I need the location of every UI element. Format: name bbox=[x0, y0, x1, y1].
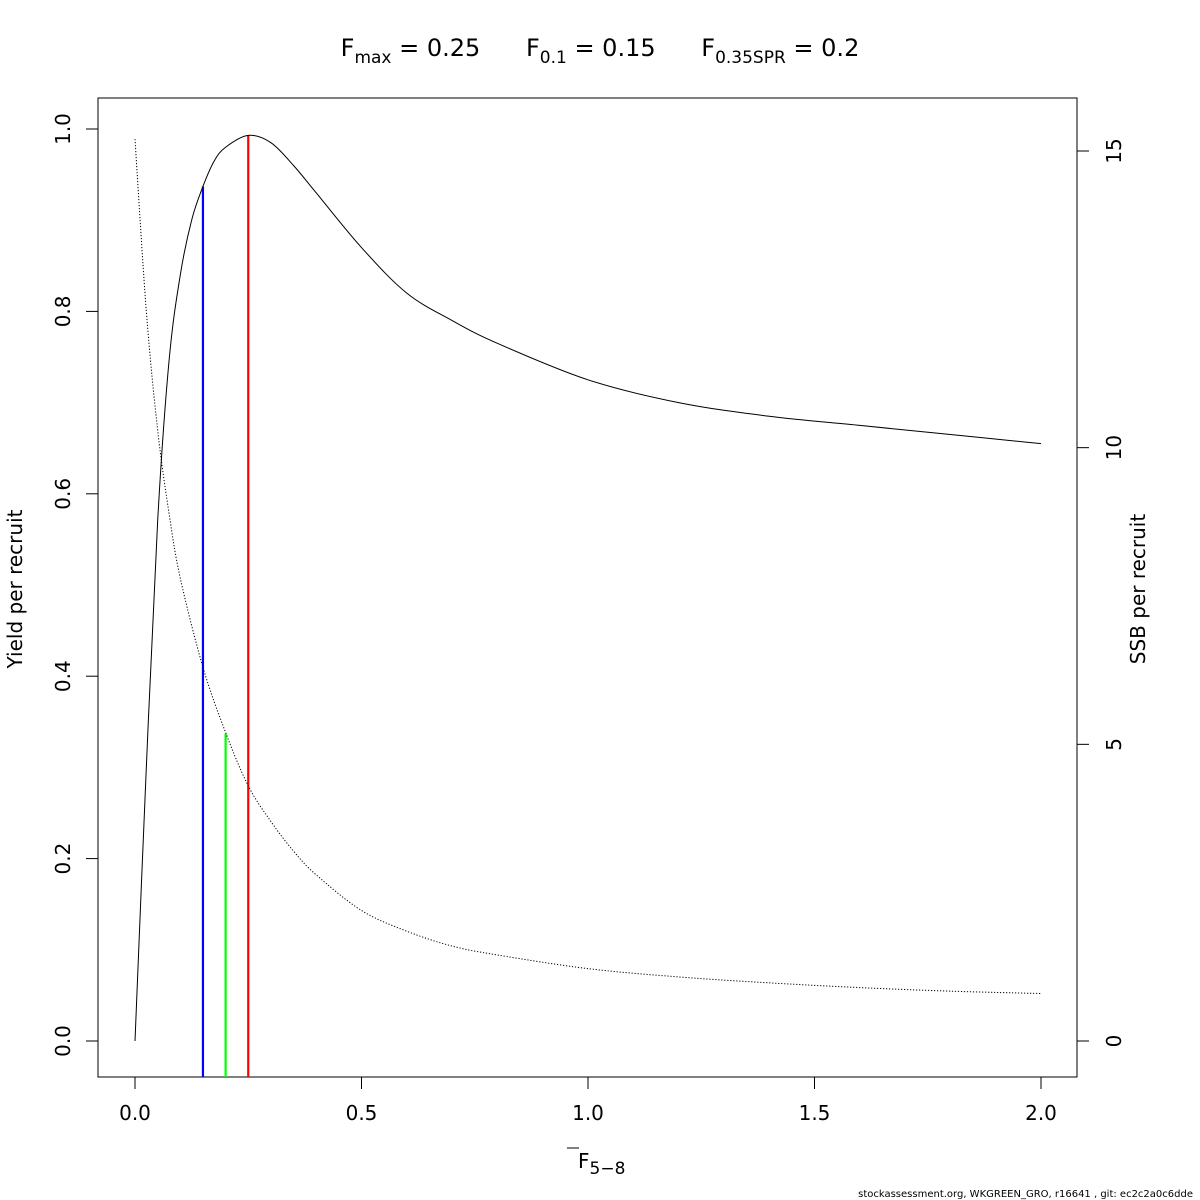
y-tick-label: 0.2 bbox=[51, 843, 75, 875]
title-term-3-main: F bbox=[701, 34, 715, 62]
x-axis-title: F5−8 bbox=[578, 1149, 625, 1179]
title-term-1-rest: = 0.25 bbox=[392, 34, 481, 62]
x-axis-title-main: F bbox=[578, 1149, 590, 1173]
axes: 0.0 0.5 1.0 1.5 2.0 0.0 0.2 0.4 0.6 0.8 1.0 0 5 10 15 bbox=[51, 113, 1126, 1125]
title-term-3-sub: 0.35SPR bbox=[715, 48, 786, 68]
title-term-2-rest: = 0.15 bbox=[567, 34, 656, 62]
y2-tick-label: 15 bbox=[1102, 138, 1126, 163]
y-tick-label: 0.6 bbox=[51, 478, 75, 510]
x-tick-label: 0.5 bbox=[346, 1101, 378, 1125]
chart-title: Fmax = 0.25 F0.1 = 0.15 F0.35SPR = 0.2 bbox=[341, 34, 860, 68]
footer-text: stockassessment.org, WKGREEN_GRO, r16641… bbox=[858, 1189, 1193, 1200]
y-tick-label: 1.0 bbox=[51, 113, 75, 145]
y-axis-title: Yield per recruit bbox=[3, 509, 27, 669]
x-tick-label: 2.0 bbox=[1025, 1101, 1057, 1125]
y2-tick-label: 0 bbox=[1102, 1035, 1126, 1048]
y2-axis-title: SSB per recruit bbox=[1126, 514, 1150, 665]
title-term-1-main: F bbox=[341, 34, 355, 62]
y-tick-label: 0.8 bbox=[51, 295, 75, 327]
reference-lines bbox=[201, 135, 250, 1077]
title-term-1-sub: max bbox=[354, 48, 391, 68]
y2-tick-label: 10 bbox=[1102, 435, 1126, 460]
y-tick-label: 0.4 bbox=[51, 660, 75, 692]
title-term-3-rest: = 0.2 bbox=[786, 34, 860, 62]
x-tick-label: 0.0 bbox=[119, 1101, 151, 1125]
yield-per-recruit-line bbox=[134, 134, 1042, 1042]
y2-tick-label: 5 bbox=[1102, 738, 1126, 751]
title-term-2-main: F bbox=[526, 34, 540, 62]
series-group bbox=[134, 134, 1042, 1042]
title-term-2-sub: 0.1 bbox=[540, 48, 567, 68]
x-tick-label: 1.5 bbox=[799, 1101, 831, 1125]
x-tick-label: 1.0 bbox=[572, 1101, 604, 1125]
x-axis-title-sub: 5−8 bbox=[590, 1159, 626, 1179]
y-tick-label: 0.0 bbox=[51, 1025, 75, 1057]
